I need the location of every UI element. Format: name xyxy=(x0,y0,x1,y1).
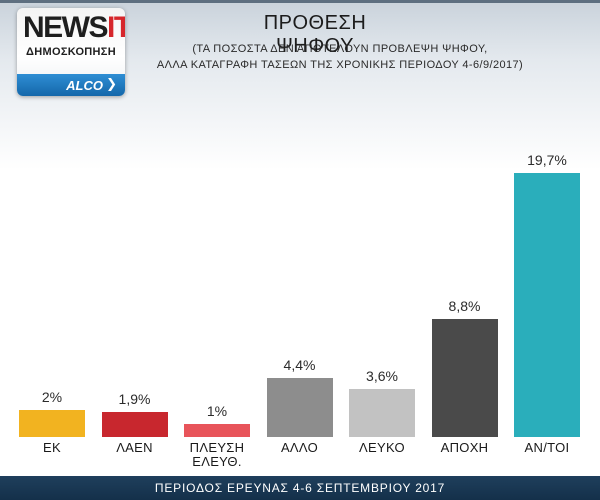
category-label-0: ΕΚ xyxy=(43,440,61,455)
value-label-4: 3,6% xyxy=(366,367,398,384)
category-label-5: ΑΠΟΧΗ xyxy=(440,440,489,455)
chart-subtitle-line1: (ΤΑ ΠΟΣΟΣΤΑ ΔΕΝ ΑΠΟΤΕΛΟΥΝ ΠΡΟΒΛΕΨΗ ΨΗΦΟΥ… xyxy=(192,43,488,55)
chevron-right-icon: ❯ xyxy=(106,77,117,92)
category-label-2: ΠΛΕΥΣΗ ΕΛΕΥΘ. xyxy=(189,440,245,469)
logo-wordmark: NEWSIT xyxy=(23,11,125,45)
value-label-6: 19,7% xyxy=(527,152,567,169)
bar-5 xyxy=(431,319,498,437)
value-label-5: 8,8% xyxy=(448,298,481,315)
value-label-1: 1,9% xyxy=(118,390,151,407)
logo-subtitle: ΔΗΜΟΣΚΟΠΗΣΗ xyxy=(26,46,116,58)
chart-title: ΠΡΟΘΕΣΗ ΨΗΦΟΥ xyxy=(263,12,367,57)
value-label-0: 2% xyxy=(41,389,63,406)
logo-brand-main: NEWS xyxy=(23,11,109,44)
footer-bar: ΠΕΡΙΟΔΟΣ ΕΡΕΥΝΑΣ 4-6 ΣΕΠΤΕΜΒΡΙΟΥ 2017 xyxy=(0,476,600,500)
bar-2 xyxy=(184,423,250,437)
value-label-3: 4,4% xyxy=(283,357,316,374)
logo-brand-accent: IT xyxy=(107,11,125,44)
bar-chart: 2% ΕΚ 1,9% ΛΑΕΝ 1% ΠΛΕΥΣΗ ΕΛΕΥΘ. 4,4% ΑΛΛΟ 3,6% Λ… xyxy=(0,100,600,470)
alco-label: ALCO xyxy=(66,78,103,93)
bar-1 xyxy=(101,411,168,437)
bar-4 xyxy=(349,388,415,437)
category-label-6: ΑΝ/ΤΟΙ xyxy=(524,440,570,455)
category-label-3: ΑΛΛΟ xyxy=(280,440,319,455)
value-label-2: 1% xyxy=(206,402,228,419)
footer-period: ΠΕΡΙΟΔΟΣ ΕΡΕΥΝΑΣ 4-6 ΣΕΠΤΕΜΒΡΙΟΥ 2017 xyxy=(154,481,446,495)
bar-0 xyxy=(19,410,85,437)
chart-subtitle-line2: ΑΛΛΑ ΚΑΤΑΓΡΑΦΗ ΤΑΣΕΩΝ ΤΗΣ ΧΡΟΝΙΚΗΣ ΠΕΡΙΟ… xyxy=(156,59,524,71)
bar-6 xyxy=(514,173,580,437)
category-label-1: ΛΑΕΝ xyxy=(116,440,153,455)
category-label-4: ΛΕΥΚΟ xyxy=(359,440,405,455)
bar-3 xyxy=(266,378,333,437)
newsit-logo: NEWSIT ΔΗΜΟΣΚΟΠΗΣΗ ALCO ❯ xyxy=(17,8,125,96)
alco-banner: ALCO ❯ xyxy=(17,74,125,96)
top-rule xyxy=(0,0,600,3)
